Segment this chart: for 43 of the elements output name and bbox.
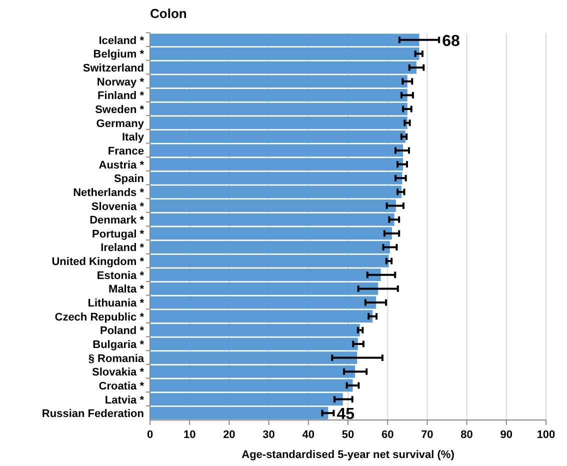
y-tick-label: United Kingdom * <box>52 256 145 268</box>
y-tick-label: Ireland * <box>100 242 145 254</box>
x-tick-label: 0 <box>146 429 154 441</box>
data-label: 45 <box>336 406 355 424</box>
y-tick-label: Finland * <box>98 90 145 102</box>
y-tick-label: Spain <box>114 173 144 186</box>
y-tick-label: Denmark * <box>90 214 145 227</box>
y-tick-label: Slovakia * <box>92 366 145 379</box>
y-tick-label: Italy <box>122 132 145 144</box>
x-tick-label: 20 <box>223 429 236 441</box>
y-tick-label: Lithuania * <box>88 298 145 310</box>
y-tick-label: Sweden * <box>95 104 145 116</box>
y-tick-label: Russian Federation <box>42 408 144 420</box>
y-tick-label: Malta * <box>108 284 145 296</box>
y-tick-label: Portugal * <box>92 228 145 240</box>
y-tick-label: Slovenia * <box>91 200 145 213</box>
x-tick-label: 40 <box>302 429 315 441</box>
x-tick-label: 100 <box>536 429 556 441</box>
x-tick-label: 50 <box>342 429 354 441</box>
y-tick-label: Switzerland <box>82 62 144 75</box>
y-tick-label: Latvia * <box>104 394 145 406</box>
x-axis-title: Age-standardised 5-year net survival (%) <box>242 449 455 461</box>
x-tick-label: 30 <box>262 429 275 441</box>
y-tick-label: Estonia * <box>96 270 145 282</box>
x-tick-label: 90 <box>500 429 513 441</box>
y-tick-label: Belgium * <box>93 48 145 61</box>
y-tick-label: Austria * <box>98 159 145 172</box>
x-tick-label: 80 <box>460 429 473 441</box>
y-tick-label: Norway * <box>96 76 145 88</box>
x-tick-label: 70 <box>421 429 434 441</box>
data-label: 68 <box>442 32 460 50</box>
y-tick-label: Bulgaria * <box>92 338 145 351</box>
y-tick-label: Iceland * <box>98 34 145 47</box>
x-tick-label: 60 <box>381 429 394 441</box>
y-tick-label: Netherlands * <box>73 186 145 199</box>
x-tick-label: 10 <box>183 429 196 441</box>
y-tick-label: Croatia * <box>98 380 145 392</box>
y-tick-label: France <box>108 145 144 158</box>
y-tick-label: § Romania <box>88 352 145 365</box>
y-tick-label: Poland * <box>100 325 145 338</box>
y-tick-label: Czech Republic * <box>54 311 145 324</box>
y-tick-label: Germany <box>96 118 145 130</box>
chart-title: Colon <box>150 6 187 21</box>
